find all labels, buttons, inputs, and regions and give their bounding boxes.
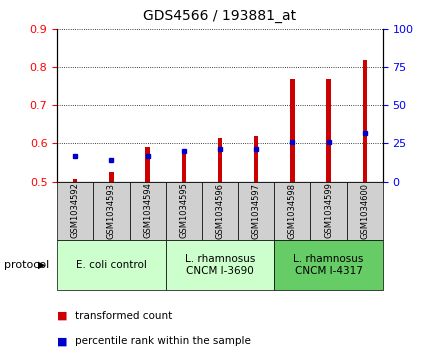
Text: GSM1034595: GSM1034595 <box>180 183 188 238</box>
Text: percentile rank within the sample: percentile rank within the sample <box>75 336 251 346</box>
Bar <box>326 79 331 182</box>
Text: ▶: ▶ <box>38 260 46 270</box>
Text: E. coli control: E. coli control <box>76 260 147 270</box>
Text: GSM1034597: GSM1034597 <box>252 183 260 238</box>
Text: L. rhamnosus
CNCM I-4317: L. rhamnosus CNCM I-4317 <box>293 254 364 276</box>
Bar <box>182 150 186 182</box>
Text: GSM1034594: GSM1034594 <box>143 183 152 238</box>
Text: GSM1034599: GSM1034599 <box>324 183 333 238</box>
Bar <box>290 78 294 182</box>
Text: GSM1034592: GSM1034592 <box>71 183 80 238</box>
Bar <box>254 136 258 182</box>
Bar <box>363 60 367 182</box>
Text: GSM1034596: GSM1034596 <box>216 183 224 238</box>
Text: transformed count: transformed count <box>75 311 172 321</box>
Text: ■: ■ <box>57 311 68 321</box>
Text: GSM1034600: GSM1034600 <box>360 183 369 238</box>
Text: protocol: protocol <box>4 260 50 270</box>
Text: GSM1034593: GSM1034593 <box>107 183 116 238</box>
Text: GSM1034598: GSM1034598 <box>288 183 297 238</box>
Bar <box>109 172 114 182</box>
Bar <box>146 147 150 182</box>
Text: ■: ■ <box>57 336 68 346</box>
Bar <box>73 179 77 182</box>
Bar <box>218 138 222 182</box>
Text: GDS4566 / 193881_at: GDS4566 / 193881_at <box>143 9 297 23</box>
Text: L. rhamnosus
CNCM I-3690: L. rhamnosus CNCM I-3690 <box>185 254 255 276</box>
